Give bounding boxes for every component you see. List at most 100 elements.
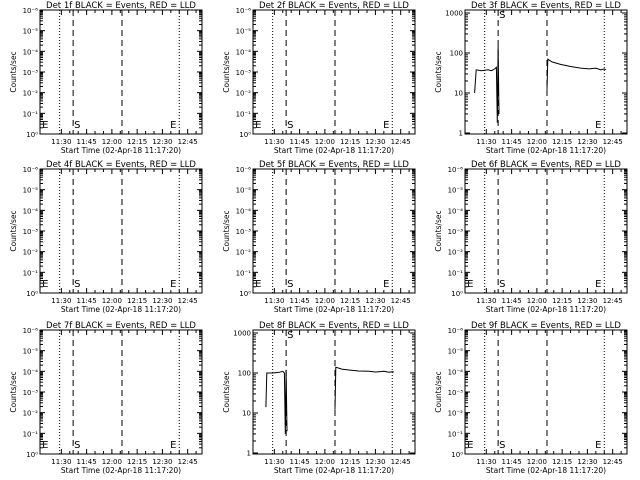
y-tick-label: 10⁻¹ — [23, 110, 39, 118]
y-tick-label: 10⁻² — [448, 410, 464, 418]
plot-frame — [252, 9, 416, 135]
y-tick-label: 10⁻⁵ — [236, 28, 252, 36]
x-tick-label: 12:45 — [603, 297, 623, 305]
marker-e: E — [383, 279, 389, 290]
chart-panel-5: Det 5f BLACK = Events, RED = LLD 10⁰ 10⁻¹ 1… — [222, 160, 416, 314]
marker-e: E — [383, 120, 389, 131]
y-tick-label: 10⁻⁴ — [23, 48, 39, 56]
x-tick-label: 12:00 — [315, 458, 335, 466]
y-tick-label: 10⁻⁶ — [23, 327, 39, 335]
y-tick-label: 10⁻⁴ — [23, 368, 39, 376]
chart-panel-1: Det 1f BLACK = Events, RED = LLD 10⁰ 10⁻¹ 1… — [9, 1, 203, 155]
x-tick-label: 11:30 — [264, 458, 284, 466]
chart-title: Det 2f BLACK = Events, RED = LLD — [259, 1, 409, 11]
plot-frame — [464, 9, 628, 135]
plot-frame — [252, 329, 416, 455]
y-tick-label: 1000 — [445, 10, 463, 18]
y-tick-label: 10⁻⁶ — [448, 327, 464, 335]
marker-e: E — [170, 440, 176, 451]
marker-s: S — [74, 279, 80, 290]
y-tick-label: 10⁻³ — [236, 228, 252, 236]
marker-e: E — [595, 440, 601, 451]
y-tick-label: 10⁻² — [448, 249, 464, 257]
x-axis-label: Start Time (02-Apr-18 11:17:20) — [486, 146, 606, 155]
y-tick-label: 10⁻⁶ — [236, 7, 252, 15]
x-tick-label: 11:30 — [51, 297, 71, 305]
y-axis-label: Counts/sec — [434, 371, 443, 412]
x-axis-label: Start Time (02-Apr-18 11:17:20) — [61, 305, 181, 314]
x-tick-label: 12:15 — [127, 297, 147, 305]
x-tick-label: 12:30 — [577, 138, 597, 146]
x-tick-label: 12:15 — [127, 138, 147, 146]
y-axis-label: Counts/sec — [434, 51, 443, 92]
chart-panel-4: Det 4f BLACK = Events, RED = LLD 10⁰ 10⁻¹ 1… — [9, 160, 203, 314]
x-axis-label: Start Time (02-Apr-18 11:17:20) — [61, 466, 181, 475]
x-axis-label: Start Time (02-Apr-18 11:17:20) — [274, 305, 394, 314]
x-tick-label: 12:00 — [315, 138, 335, 146]
marker-s: S — [287, 279, 293, 290]
y-tick-label: 100 — [450, 50, 463, 58]
marker-s: S — [499, 279, 505, 290]
chart-panel-6: Det 6f BLACK = Events, RED = LLD 10⁰ 10⁻¹ 1… — [434, 160, 628, 314]
x-axis-label: Start Time (02-Apr-18 11:17:20) — [61, 146, 181, 155]
x-tick-label: 12:45 — [178, 297, 198, 305]
y-axis-label: Counts/sec — [222, 51, 231, 92]
x-tick-label: 12:00 — [102, 138, 122, 146]
marker-s: S — [499, 10, 505, 21]
marker-s: S — [287, 330, 293, 341]
x-axis-label: Start Time (02-Apr-18 11:17:20) — [486, 305, 606, 314]
marker-e: E — [255, 120, 261, 131]
y-tick-label: 10⁻⁵ — [448, 187, 464, 195]
plot-frame — [39, 9, 203, 135]
chart-panel-8: Det 8f BLACK = Events, RED = LLD 1000 100 1… — [222, 321, 416, 475]
y-tick-label: 1 — [459, 130, 463, 138]
x-tick-label: 12:00 — [527, 458, 547, 466]
y-axis-label: Counts/sec — [222, 371, 231, 412]
chart-panel-2: Det 2f BLACK = Events, RED = LLD 10⁰ 10⁻¹ 1… — [222, 1, 416, 155]
y-tick-label: 10⁻² — [23, 410, 39, 418]
marker-e: E — [255, 279, 261, 290]
y-tick-label: 10⁻⁴ — [236, 207, 252, 215]
x-tick-label: 12:30 — [365, 297, 385, 305]
y-tick-label: 10⁰ — [451, 290, 463, 298]
y-tick-label: 10⁻² — [23, 249, 39, 257]
marker-s: S — [499, 440, 505, 451]
x-tick-label: 12:30 — [152, 138, 172, 146]
x-tick-label: 11:45 — [290, 138, 310, 146]
events-series-line — [546, 58, 607, 90]
marker-e: E — [467, 279, 473, 290]
chart-title: Det 7f BLACK = Events, RED = LLD — [46, 321, 196, 331]
y-tick-label: 10⁻² — [23, 90, 39, 98]
x-axis-label: Start Time (02-Apr-18 11:17:20) — [486, 466, 606, 475]
x-tick-label: 12:00 — [527, 297, 547, 305]
y-tick-label: 10⁻³ — [236, 69, 252, 77]
x-tick-label: 11:30 — [264, 138, 284, 146]
y-tick-label: 10⁻³ — [448, 389, 464, 397]
marker-e: E — [42, 120, 48, 131]
marker-s: S — [74, 440, 80, 451]
y-tick-label: 10⁻⁶ — [23, 7, 39, 15]
x-tick-label: 12:45 — [178, 458, 198, 466]
x-tick-label: 11:45 — [502, 138, 522, 146]
marker-s: S — [74, 120, 80, 131]
y-tick-label: 10⁻¹ — [23, 430, 39, 438]
y-tick-label: 10⁰ — [26, 131, 38, 139]
events-series-line — [334, 366, 394, 410]
y-axis-label: Counts/sec — [9, 51, 18, 92]
y-tick-label: 10⁻¹ — [448, 269, 464, 277]
y-tick-label: 10⁻³ — [23, 69, 39, 77]
x-tick-label: 12:00 — [102, 297, 122, 305]
x-tick-label: 12:45 — [391, 458, 411, 466]
chart-title: Det 9f BLACK = Events, RED = LLD — [471, 321, 621, 331]
x-tick-label: 12:15 — [552, 297, 572, 305]
y-tick-label: 10⁻⁵ — [448, 348, 464, 356]
x-tick-label: 11:45 — [77, 458, 97, 466]
x-tick-label: 12:45 — [391, 138, 411, 146]
chart-title: Det 4f BLACK = Events, RED = LLD — [46, 160, 196, 170]
x-tick-label: 12:45 — [391, 297, 411, 305]
marker-e: E — [170, 120, 176, 131]
plot-frame — [39, 329, 203, 455]
y-tick-label: 10 — [454, 90, 463, 98]
x-tick-label: 11:30 — [476, 297, 496, 305]
